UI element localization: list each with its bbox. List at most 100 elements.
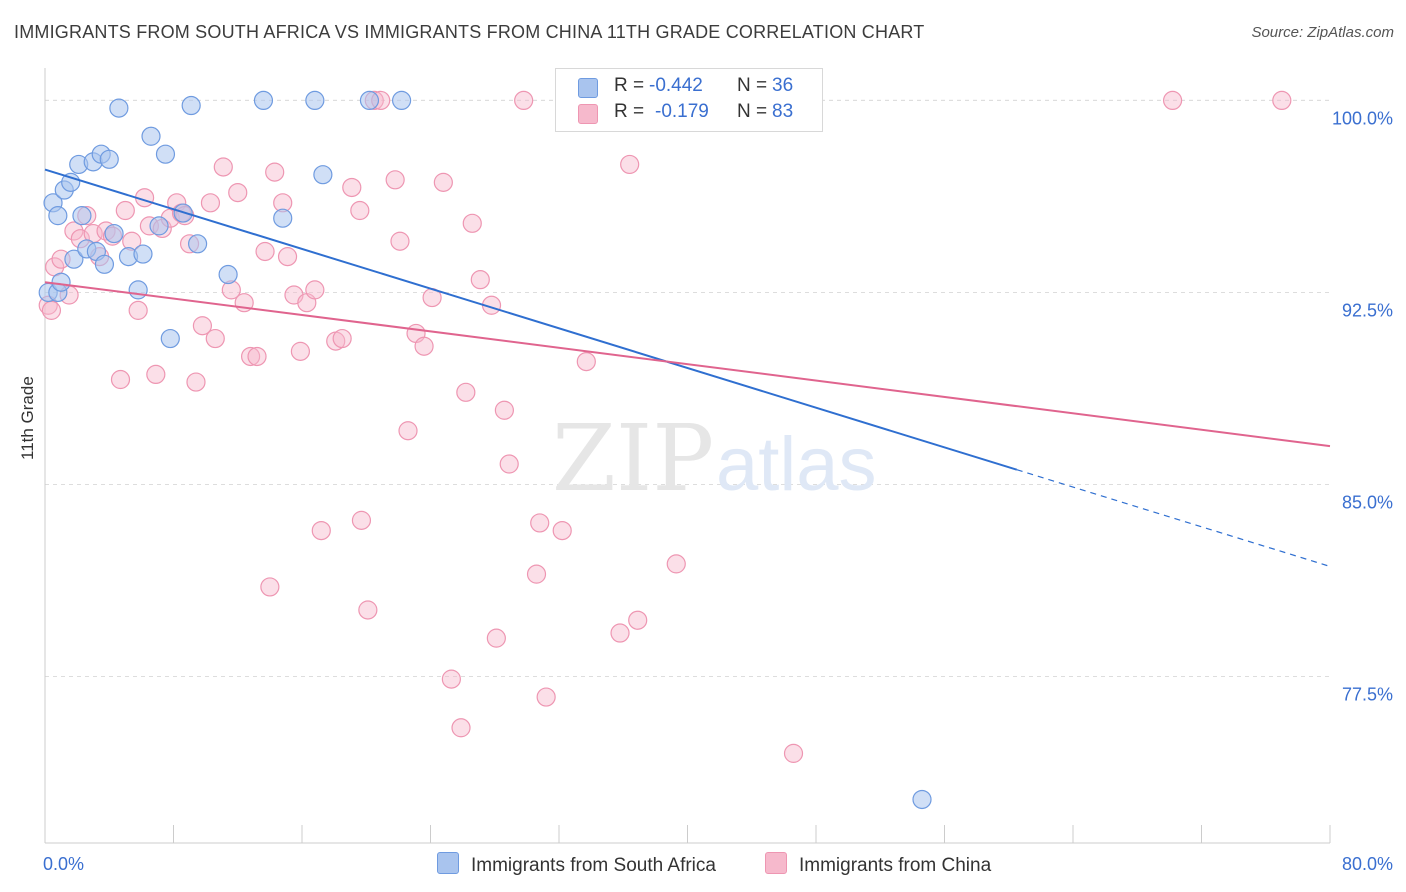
- data-point-china: [576, 351, 596, 372]
- r-value: -0.179: [655, 101, 709, 122]
- trend-lines: [44, 168, 1331, 568]
- legend-label-south-africa: Immigrants from South Africa: [471, 855, 716, 876]
- data-point-china: [499, 454, 519, 474]
- trend-line-south-africa: [44, 168, 1018, 471]
- data-point-china: [486, 628, 506, 648]
- data-point-south-africa: [64, 249, 84, 269]
- watermark: ZIP atlas: [552, 405, 877, 512]
- y-tick-label: 100.0%: [1332, 108, 1393, 128]
- n-value: 36: [772, 75, 794, 96]
- data-point-china: [260, 577, 280, 597]
- x-tick-label: 80.0%: [1342, 854, 1393, 874]
- data-point-china: [110, 369, 131, 390]
- legend-swatch-south-africa: [578, 78, 598, 98]
- data-point-south-africa: [305, 90, 325, 111]
- data-point-south-africa: [253, 90, 274, 111]
- data-point-china: [666, 554, 686, 574]
- data-point-south-africa: [155, 144, 176, 164]
- data-point-south-africa: [359, 90, 380, 111]
- watermark-zip: ZIP: [552, 405, 714, 512]
- data-point-china: [213, 157, 233, 177]
- data-point-south-africa: [72, 206, 92, 226]
- data-point-south-africa: [391, 90, 412, 111]
- data-point-china: [247, 346, 267, 367]
- watermark-atlas: atlas: [716, 422, 877, 507]
- data-point-china: [494, 400, 514, 420]
- data-point-south-africa: [109, 98, 129, 118]
- data-point-china: [526, 564, 547, 584]
- data-point-china: [311, 520, 331, 541]
- data-point-south-africa: [187, 234, 208, 254]
- data-point-south-africa: [149, 216, 169, 236]
- data-point-south-africa: [273, 208, 293, 228]
- n-value: 83: [772, 101, 794, 122]
- trend-line-china: [44, 281, 1331, 448]
- data-point-china: [390, 231, 410, 251]
- data-point-south-africa: [94, 254, 115, 274]
- data-point-china: [552, 520, 572, 541]
- legend-swatch-south-africa: [437, 852, 459, 874]
- data-point-china: [433, 172, 453, 192]
- data-point-china: [530, 513, 550, 533]
- data-point-china: [414, 336, 434, 356]
- data-point-china: [186, 372, 206, 392]
- legend-swatch-china: [765, 852, 787, 874]
- data-point-china: [128, 300, 148, 320]
- data-point-south-africa: [51, 272, 71, 292]
- data-point-china: [462, 213, 482, 233]
- data-point-south-africa: [133, 244, 153, 264]
- r-value: -0.442: [649, 75, 703, 96]
- chart-title: IMMIGRANTS FROM SOUTH AFRICA VS IMMIGRAN…: [14, 22, 925, 42]
- data-point-china: [514, 90, 534, 111]
- data-point-south-africa: [313, 165, 333, 185]
- legend-item-south-africa: Immigrants from South Africa: [437, 852, 716, 877]
- data-point-south-africa: [48, 206, 68, 226]
- data-point-china: [290, 341, 310, 361]
- source-label: Source: ZipAtlas.com: [1251, 24, 1394, 41]
- data-point-china: [451, 718, 471, 738]
- n-label: N =: [737, 101, 768, 122]
- data-point-china: [241, 346, 261, 367]
- n-label: N =: [737, 75, 768, 96]
- data-point-china: [342, 177, 362, 198]
- r-label: R =: [614, 101, 645, 122]
- data-point-china: [610, 623, 630, 643]
- data-point-south-africa: [128, 280, 148, 300]
- data-point-china: [783, 743, 804, 763]
- data-point-south-africa: [181, 95, 201, 116]
- data-point-south-africa: [141, 126, 161, 146]
- y-tick-label: 85.0%: [1342, 493, 1393, 513]
- data-point-south-africa: [99, 149, 119, 169]
- legend-label-china: Immigrants from China: [799, 855, 992, 876]
- data-point-china: [41, 300, 62, 320]
- x-tick-label: 0.0%: [43, 854, 84, 874]
- data-point-china: [1272, 90, 1292, 111]
- y-tick-label: 77.5%: [1342, 685, 1393, 705]
- data-point-china: [456, 382, 476, 402]
- stats-legend: R = -0.442 N = 36 R = -0.179 N = 83: [555, 68, 823, 132]
- legend-item-china: Immigrants from China: [765, 852, 991, 877]
- data-point-china: [332, 328, 352, 349]
- axes: [44, 68, 1331, 844]
- y-axis-label: 11th Grade: [18, 376, 37, 460]
- data-point-china: [351, 510, 372, 530]
- data-point-china: [1162, 90, 1183, 111]
- data-point-china: [64, 221, 84, 241]
- x-tick-labels: 0.0% 80.0%: [43, 854, 1393, 874]
- data-point-china: [350, 200, 370, 221]
- data-point-china: [620, 154, 640, 175]
- data-point-china: [228, 182, 248, 203]
- data-point-south-africa: [104, 223, 124, 244]
- y-tick-label: 92.5%: [1342, 300, 1393, 320]
- data-point-china: [255, 241, 275, 262]
- data-point-south-africa: [912, 789, 932, 810]
- data-point-china: [146, 364, 166, 384]
- data-point-china: [305, 280, 325, 300]
- data-point-china: [398, 421, 418, 441]
- data-point-china: [358, 600, 378, 620]
- r-label: R =: [614, 75, 645, 96]
- data-point-china: [200, 193, 221, 213]
- legend-swatch-china: [578, 104, 598, 124]
- data-point-china: [115, 200, 135, 221]
